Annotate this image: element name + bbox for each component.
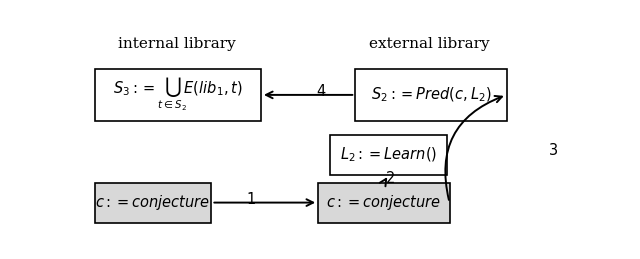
FancyArrowPatch shape <box>445 96 502 200</box>
FancyBboxPatch shape <box>330 135 447 175</box>
Text: $c := conjecture$: $c := conjecture$ <box>326 193 442 212</box>
FancyBboxPatch shape <box>95 183 211 222</box>
Text: 2: 2 <box>387 171 396 186</box>
Text: $S_2 := Pred(c,L_2)$: $S_2 := Pred(c,L_2)$ <box>371 86 492 104</box>
FancyBboxPatch shape <box>95 69 261 121</box>
Text: internal library: internal library <box>118 37 236 51</box>
FancyBboxPatch shape <box>318 183 449 222</box>
Text: 4: 4 <box>316 84 325 99</box>
Text: $L_2 := Learn()$: $L_2 := Learn()$ <box>340 146 437 164</box>
FancyBboxPatch shape <box>355 69 507 121</box>
Text: 3: 3 <box>549 143 558 158</box>
Text: $c := conjecture$: $c := conjecture$ <box>95 193 211 212</box>
Text: $S_3 := \bigcup_{t\in S_2}\!E(lib_1,t)$: $S_3 := \bigcup_{t\in S_2}\!E(lib_1,t)$ <box>113 76 243 113</box>
Text: external library: external library <box>369 37 490 51</box>
Text: 1: 1 <box>246 192 256 207</box>
